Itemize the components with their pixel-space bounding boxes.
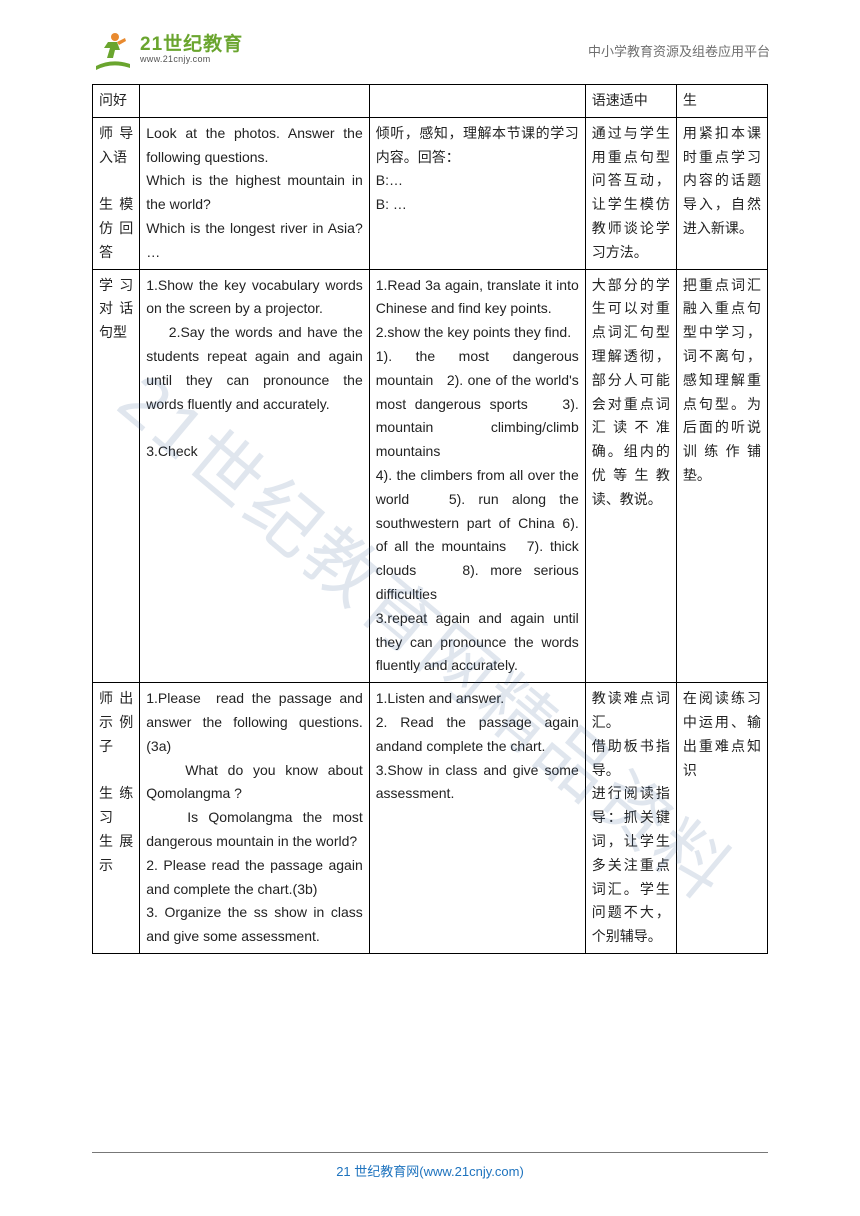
- table-row: 师导入语生模仿回答 Look at the photos. Answer the…: [93, 117, 768, 269]
- cell-student: 倾听，感知，理解本节课的学习内容。回答：B:…B: …: [369, 117, 585, 269]
- cell-student: 1.Listen and answer.2. Read the passage …: [369, 683, 585, 954]
- logo-runner-icon: [90, 28, 134, 72]
- cell-intent: 生: [676, 85, 767, 118]
- cell-teacher: [140, 85, 370, 118]
- table-row: 师出示例子生练习生展示 1.Please read the passage an…: [93, 683, 768, 954]
- cell-student: 1.Read 3a again, translate it into Chine…: [369, 269, 585, 683]
- cell-intent: 在阅读练习中运用、输出重难点知识: [676, 683, 767, 954]
- page-footer: 21 世纪教育网(www.21cnjy.com): [92, 1152, 768, 1180]
- cell-teacher: 1.Show the key vocabulary words on the s…: [140, 269, 370, 683]
- cell-preset: 通过与学生用重点句型问答互动，让学生模仿教师谈论学习方法。: [585, 117, 676, 269]
- cell-teacher: Look at the photos. Answer the following…: [140, 117, 370, 269]
- cell-preset: 大部分的学生可以对重点词汇句型理解透彻，部分人可能会对重点词汇读不准确。组内的优…: [585, 269, 676, 683]
- header-right-text: 中小学教育资源及组卷应用平台: [588, 41, 770, 60]
- logo: 21世纪教育 www.21cnjy.com: [90, 28, 243, 72]
- logo-text: 21世纪教育 www.21cnjy.com: [140, 35, 243, 64]
- cell-preset: 语速适中: [585, 85, 676, 118]
- row-label: 师导入语生模仿回答: [93, 117, 140, 269]
- table-body: 问好 语速适中 生 师导入语生模仿回答 Look at the photos. …: [93, 85, 768, 954]
- cell-intent: 把重点词汇融入重点句型中学习，词不离句，感知理解重点句型。为后面的听说训练作铺垫…: [676, 269, 767, 683]
- cell-intent: 用紧扣本课时重点学习内容的话题导入，自然进入新课。: [676, 117, 767, 269]
- page-header: 21世纪教育 www.21cnjy.com 中小学教育资源及组卷应用平台: [0, 0, 860, 84]
- cell-preset: 教读难点词汇。借助板书指导。进行阅读指导：抓关键词，让学生多关注重点词汇。学生问…: [585, 683, 676, 954]
- lesson-plan-table: 问好 语速适中 生 师导入语生模仿回答 Look at the photos. …: [92, 84, 768, 954]
- table-row: 问好 语速适中 生: [93, 85, 768, 118]
- table-row: 学习对话句型 1.Show the key vocabulary words o…: [93, 269, 768, 683]
- row-label: 学习对话句型: [93, 269, 140, 683]
- row-label: 问好: [93, 85, 140, 118]
- cell-teacher: 1.Please read the passage and answer the…: [140, 683, 370, 954]
- logo-main-text: 21世纪教育: [140, 35, 243, 55]
- content-area: 问好 语速适中 生 师导入语生模仿回答 Look at the photos. …: [0, 84, 860, 954]
- row-label: 师出示例子生练习生展示: [93, 683, 140, 954]
- logo-sub-text: www.21cnjy.com: [140, 55, 243, 64]
- cell-student: [369, 85, 585, 118]
